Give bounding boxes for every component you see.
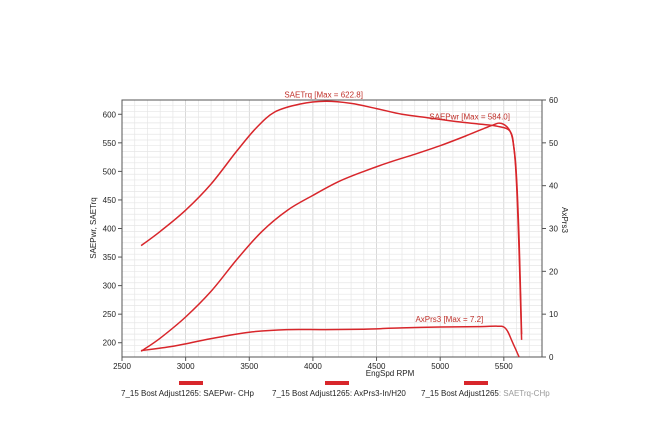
legend-item-pwr: 7_15 Bost Adjust1265: SAEPwr- CHp	[121, 389, 255, 398]
y-axis-right-title: AxPrs3	[560, 207, 569, 233]
legend-item-trq-main: 7_15 Bost Adjust1265	[421, 389, 499, 398]
y-right-tick-label: 60	[549, 96, 558, 105]
legend-item-trq: 7_15 Bost Adjust1265: SAETrq-CHp	[421, 389, 550, 398]
y-right-tick-label: 30	[549, 225, 558, 234]
y-left-tick-label: 400	[103, 225, 117, 234]
annotation-trq-max: SAETrq [Max = 622.8]	[284, 90, 363, 99]
x-axis-title: EngSpd RPM	[366, 369, 415, 378]
y-right-tick-label: 10	[549, 310, 558, 319]
gridlines	[121, 99, 543, 358]
series-annotations: SAETrq [Max = 622.8] SAEPwr [Max = 584.0]…	[284, 90, 510, 324]
y-left-tick-label: 350	[103, 253, 117, 262]
y-left-tick-label: 250	[103, 310, 117, 319]
annotation-axprs-max: AxPrs3 [Max = 7.2]	[415, 315, 483, 324]
x-tick-label: 2500	[113, 362, 131, 371]
x-tick-label: 3000	[177, 362, 195, 371]
x-tick-label: 5500	[495, 362, 513, 371]
axes: 2500 3000 3500 4000 4500 5000 5500200250300350…	[103, 96, 559, 371]
y-left-tick-label: 450	[103, 196, 117, 205]
legend-swatch-axprs	[325, 381, 349, 385]
y-right-tick-label: 40	[549, 182, 558, 191]
x-tick-label: 5000	[431, 362, 449, 371]
y-right-tick-label: 50	[549, 139, 558, 148]
y-left-tick-label: 200	[103, 339, 117, 348]
y-left-tick-label: 300	[103, 282, 117, 291]
legend-swatch-trq	[464, 381, 488, 385]
series-line-axprs	[141, 325, 520, 358]
annotation-pwr-max: SAEPwr [Max = 584.0]	[429, 112, 510, 121]
y-right-tick-label: 0	[549, 353, 554, 362]
legend: 7_15 Bost Adjust1265: SAEPwr- CHp 7_15 B…	[121, 381, 550, 398]
legend-item-axprs: 7_15 Bost Adjust1265: AxPrs3-In/H20	[272, 389, 406, 398]
x-tick-label: 3500	[240, 362, 258, 371]
legend-item-trq-faded: : SAETrq-CHp	[499, 389, 550, 398]
x-tick-label: 4000	[304, 362, 322, 371]
series-line-pwr	[140, 122, 523, 352]
legend-swatch-pwr	[179, 381, 203, 385]
x-tick-label: 4500	[368, 362, 386, 371]
y-axis-left-title: SAEPwr, SAETrq	[89, 197, 98, 259]
y-left-tick-label: 500	[103, 167, 117, 176]
series-lines	[140, 100, 523, 358]
y-left-tick-label: 600	[103, 110, 117, 119]
y-right-tick-label: 20	[549, 267, 558, 276]
y-left-tick-label: 550	[103, 139, 117, 148]
